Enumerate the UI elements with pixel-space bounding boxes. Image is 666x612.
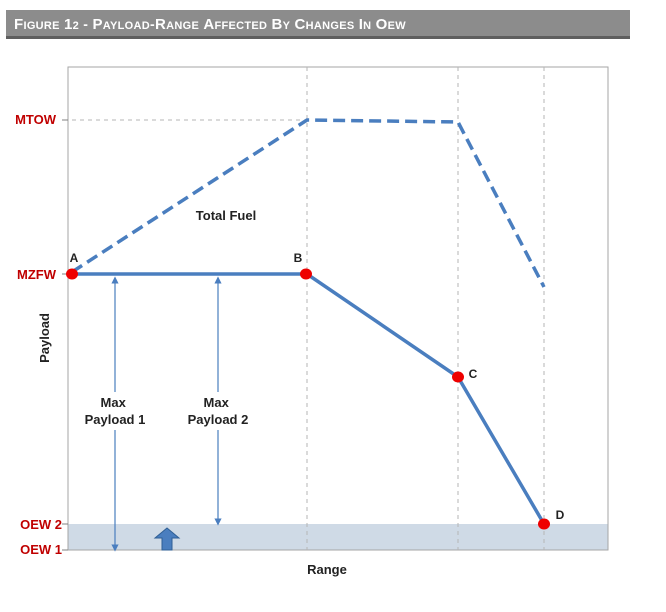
point-c-label: C [469,367,478,381]
label-mtow: MTOW [15,112,57,127]
max-payload-2-line-2: Payload 2 [188,412,249,427]
max-payload-1-label: Max Payload 1 [85,395,146,427]
y-axis-title: Payload [37,313,52,363]
max-payload-2-label-bg [180,392,256,430]
oew-increase-up-arrow [153,527,181,551]
point-d-marker [538,518,550,530]
figure-title: FIGURE 12 - PAYLOAD-RANGE AFFECTED BY CH… [14,16,406,33]
max-payload-2-label: Max Payload 2 [188,395,249,427]
figure-header: FIGURE 12 - PAYLOAD-RANGE AFFECTED BY CH… [6,10,630,39]
label-oew2: OEW 2 [20,517,62,532]
point-b-label: B [294,251,303,265]
max-payload-2-line-1: Max [204,395,230,410]
point-d-label: D [556,508,565,522]
oew-band [68,524,608,550]
max-payload-1-label-bg [78,392,154,430]
x-axis-title: Range [307,562,347,577]
point-a-label: A [70,251,79,265]
payload-range-line [72,272,546,525]
point-a-marker [66,268,78,280]
total-fuel-line [71,118,546,288]
total-fuel-label: Total Fuel [196,208,256,223]
plot-frame [67,66,609,551]
point-c-marker [452,371,464,383]
max-payload-1-line-2: Payload 1 [85,412,146,427]
point-b-marker [300,268,312,280]
label-mzfw: MZFW [17,267,57,282]
label-oew1: OEW 1 [20,542,62,557]
max-payload-1-line-1: Max [101,395,127,410]
